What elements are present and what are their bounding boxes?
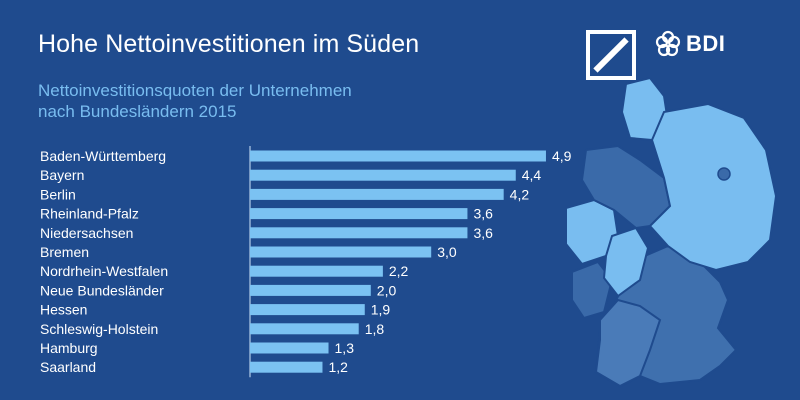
category-label: Nordrhein-Westfalen — [40, 263, 168, 279]
category-label: Berlin — [40, 186, 76, 202]
bar — [250, 361, 323, 373]
category-label: Hessen — [40, 302, 87, 318]
data-label: 1,8 — [365, 321, 385, 337]
data-label: 1,2 — [328, 359, 348, 375]
page-subtitle: Nettoinvestitionsquoten der Unternehmen … — [38, 80, 352, 122]
category-label: Neue Bundesländer — [40, 282, 164, 298]
data-label: 3,0 — [437, 244, 457, 260]
data-label: 1,3 — [335, 340, 355, 356]
bar — [250, 150, 546, 162]
category-label: Bremen — [40, 244, 89, 260]
data-label: 4,4 — [522, 167, 542, 183]
category-label: Schleswig-Holstein — [40, 321, 158, 337]
bar — [250, 284, 371, 296]
category-label: Bayern — [40, 167, 84, 183]
bar — [250, 227, 468, 239]
category-label: Baden-Württemberg — [40, 148, 166, 164]
bar — [250, 342, 329, 354]
category-label: Niedersachsen — [40, 225, 133, 241]
bdi-logo-text: BDI — [686, 31, 726, 56]
bar — [250, 323, 359, 335]
bar — [250, 246, 432, 258]
category-label: Hamburg — [40, 340, 98, 356]
page-title: Hohe Nettoinvestitionen im Süden — [38, 30, 420, 58]
bar — [250, 208, 468, 220]
deutsche-bank-logo — [586, 30, 636, 80]
data-label: 1,9 — [371, 302, 391, 318]
bar — [250, 169, 516, 181]
bar — [250, 188, 504, 200]
data-label: 2,2 — [389, 263, 409, 279]
data-label: 2,0 — [377, 282, 397, 298]
subtitle-line-1: Nettoinvestitionsquoten der Unternehmen — [38, 81, 352, 100]
bdi-logo: BDI — [654, 30, 725, 58]
bdi-rosette-icon — [655, 30, 681, 57]
data-label: 4,2 — [510, 186, 530, 202]
category-label: Rheinland-Pfalz — [40, 206, 139, 222]
subtitle-line-2: nach Bundesländern 2015 — [38, 102, 237, 121]
data-label: 4,9 — [552, 148, 572, 164]
bar — [250, 304, 365, 316]
data-label: 3,6 — [473, 206, 493, 222]
bar — [250, 265, 383, 277]
category-label: Saarland — [40, 359, 96, 375]
data-label: 3,6 — [473, 225, 493, 241]
